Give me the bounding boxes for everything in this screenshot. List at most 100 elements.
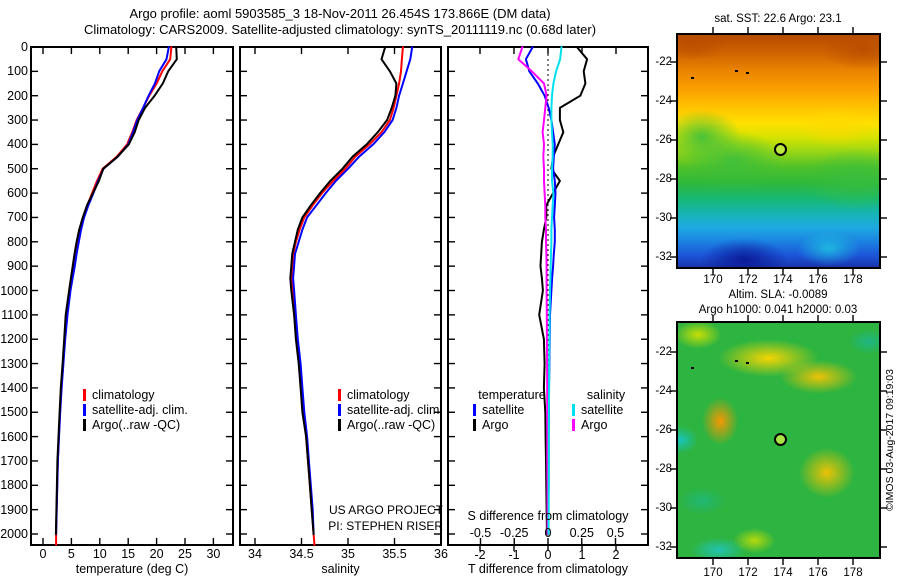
argo-s-swatch bbox=[572, 419, 575, 431]
t-difference-tick-label: -2 bbox=[474, 548, 486, 562]
depth-tick-label: 700 bbox=[7, 210, 28, 225]
temperature-tick-label: 15 bbox=[121, 547, 136, 561]
satellite-clim-swatch bbox=[83, 404, 86, 416]
latitude-tick-label: -22 bbox=[655, 56, 672, 68]
temperature-axis-label: temperature (deg C) bbox=[75, 562, 189, 576]
legend-label: satellite-adj. clim. bbox=[347, 403, 443, 417]
longitude-tick-label: 176 bbox=[808, 274, 828, 286]
sst-map-title: sat. SST: 22.6 Argo: 23.1 bbox=[714, 13, 842, 25]
satellite-clim-swatch bbox=[338, 404, 341, 416]
island-dot bbox=[746, 72, 749, 74]
depth-tick-label: 1000 bbox=[0, 283, 28, 298]
latitude-tick-label: -24 bbox=[655, 385, 672, 397]
depth-tick-label: 1700 bbox=[0, 453, 28, 468]
argo-float-position-marker bbox=[774, 142, 788, 156]
legend-item-satellite-clim: satellite-adj. clim. bbox=[338, 403, 443, 417]
latitude-tick-label: -32 bbox=[655, 541, 672, 553]
legend-label: Argo bbox=[482, 418, 509, 432]
legend-item-satellite-clim: satellite-adj. clim. bbox=[83, 403, 188, 417]
depth-tick-label: 1300 bbox=[0, 356, 28, 371]
latitude-tick-label: -30 bbox=[655, 212, 672, 224]
latitude-tick-label: -26 bbox=[655, 134, 672, 146]
salinity-tick-label: 36 bbox=[434, 547, 448, 561]
salinity-tick-label: 34 bbox=[248, 547, 262, 561]
legend-item-climatology: climatology bbox=[338, 388, 410, 402]
latitude-tick-label: -22 bbox=[655, 346, 672, 358]
legend-item-climatology: climatology bbox=[83, 388, 155, 402]
latitude-tick-label: -28 bbox=[655, 173, 672, 185]
island-dot bbox=[735, 360, 738, 362]
legend-label: satellite-adj. clim. bbox=[92, 403, 188, 417]
island-dot bbox=[746, 362, 749, 364]
depth-tick-label: 1100 bbox=[1, 307, 28, 322]
depth-tick-label: 1400 bbox=[0, 380, 28, 395]
legend-label: climatology bbox=[92, 388, 155, 402]
depth-tick-label: 100 bbox=[7, 64, 28, 79]
depth-tick-label: 0 bbox=[21, 40, 28, 54]
depth-tick-label: 1900 bbox=[0, 502, 28, 517]
argo-swatch bbox=[83, 419, 86, 431]
legend-item-argo: Argo(..raw -QC) bbox=[338, 418, 435, 432]
longitude-tick-label: 174 bbox=[773, 567, 793, 579]
sla-map-title-line1: Altim. SLA: -0.0089 bbox=[728, 289, 828, 301]
depth-tick-label: 1800 bbox=[0, 478, 28, 493]
s-difference-tick-label: 0 bbox=[544, 526, 552, 540]
s-difference-axis-label: S difference from climatology bbox=[467, 509, 629, 523]
longitude-tick-label: 178 bbox=[843, 567, 863, 579]
s-difference-tick-label: -0.5 bbox=[469, 526, 492, 540]
depth-tick-label: 400 bbox=[7, 137, 28, 152]
legend-item-argo: Argo(..raw -QC) bbox=[83, 418, 180, 432]
figure-title-line2: Climatology: CARS2009. Satellite-adjuste… bbox=[83, 22, 597, 37]
longitude-tick-label: 170 bbox=[703, 567, 723, 579]
longitude-tick-label: 170 bbox=[703, 274, 723, 286]
island-dot bbox=[691, 367, 694, 369]
temperature-tick-label: 10 bbox=[92, 547, 107, 561]
longitude-tick-label: 174 bbox=[773, 274, 793, 286]
depth-tick-label: 300 bbox=[7, 113, 28, 128]
depth-tick-label: 900 bbox=[7, 259, 28, 274]
legend-label: climatology bbox=[347, 388, 410, 402]
t-difference-axis-label: T difference from climatology bbox=[467, 562, 629, 576]
legend-label: Argo(..raw -QC) bbox=[347, 418, 436, 432]
salinity-tick-label: 34.5 bbox=[289, 547, 314, 561]
latitude-tick-label: -24 bbox=[655, 95, 672, 107]
depth-tick-label: 200 bbox=[7, 88, 28, 103]
t-difference-tick-label: 0 bbox=[544, 548, 552, 562]
latitude-tick-label: -28 bbox=[655, 463, 672, 475]
island-dot bbox=[691, 77, 694, 79]
s-difference-tick-label: -0.25 bbox=[500, 526, 529, 540]
credit-line2: PI: STEPHEN RISER bbox=[328, 519, 443, 533]
credit-line1: US ARGO PROJECT bbox=[328, 503, 443, 517]
latitude-tick-label: -32 bbox=[655, 251, 672, 263]
depth-tick-label: 1600 bbox=[0, 429, 28, 444]
salinity-legend-heading: salinity bbox=[586, 388, 626, 402]
longitude-tick-label: 172 bbox=[738, 567, 758, 579]
temperature-tick-label: 5 bbox=[67, 547, 75, 561]
t-difference-tick-label: 1 bbox=[578, 548, 586, 562]
satellite-s-swatch bbox=[572, 404, 575, 416]
argo-float-position-marker bbox=[774, 432, 788, 446]
legend-item-argo-s: Argo bbox=[572, 418, 607, 432]
argo-t-swatch bbox=[473, 419, 476, 431]
legend-item-satellite-t: satellite bbox=[473, 403, 524, 417]
s-difference-tick-label: 0.25 bbox=[569, 526, 594, 540]
depth-tick-label: 600 bbox=[7, 186, 28, 201]
latitude-tick-label: -30 bbox=[655, 502, 672, 514]
salinity-tick-label: 35 bbox=[341, 547, 355, 561]
climatology-swatch bbox=[338, 389, 341, 401]
island-dot bbox=[735, 70, 738, 72]
depth-tick-label: 500 bbox=[7, 161, 28, 176]
longitude-tick-label: 172 bbox=[738, 274, 758, 286]
temperature-tick-label: 30 bbox=[206, 547, 221, 561]
depth-tick-label: 1200 bbox=[0, 332, 28, 347]
sla-map-title-line2: Argo h1000: 0.041 h2000: 0.03 bbox=[698, 304, 858, 316]
temperature-tick-label: 25 bbox=[178, 547, 192, 561]
argo-swatch bbox=[338, 419, 341, 431]
legend-item-satellite-s: satellite bbox=[572, 403, 623, 417]
temperature-tick-label: 0 bbox=[39, 547, 47, 561]
t-difference-tick-label: 2 bbox=[612, 548, 620, 562]
depth-tick-label: 1500 bbox=[0, 405, 28, 420]
temperature-legend-heading: temperature bbox=[478, 388, 546, 402]
longitude-tick-label: 176 bbox=[808, 567, 828, 579]
